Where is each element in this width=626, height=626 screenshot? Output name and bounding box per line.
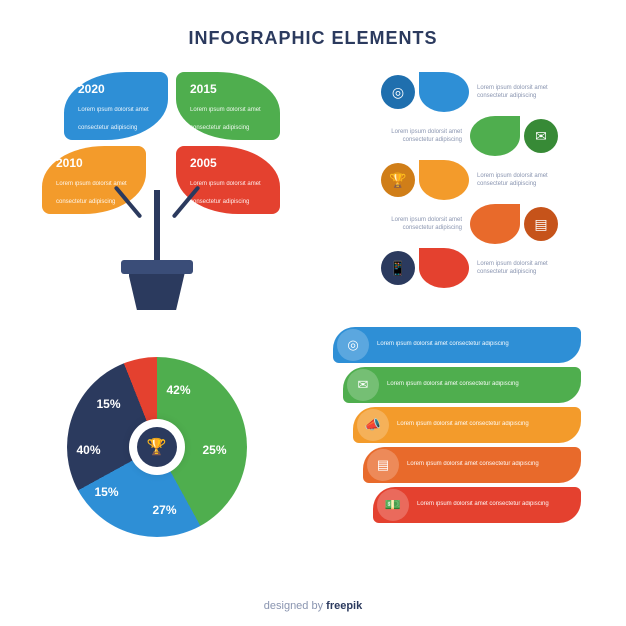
ribbon-icon: ▤ (367, 449, 399, 481)
ribbon-text: Lorem ipsum dolorsit amet consectetur ad… (407, 461, 539, 469)
zigzag-circle-icon: ▤ (524, 207, 558, 241)
zigzag-text: Lorem ipsum dolorsit amet consectetur ad… (469, 260, 577, 276)
petal-icon (470, 116, 520, 156)
zigzag-shape: ◎ (381, 72, 469, 112)
petal-icon (470, 204, 520, 244)
donut-slice-label: 42% (167, 383, 191, 397)
petal-icon (419, 160, 469, 200)
ribbon-icon: 📣 (357, 409, 389, 441)
page-title: INFOGRAPHIC ELEMENTS (0, 0, 626, 49)
leaf-text: Lorem ipsum dolorsit amet consectetur ad… (190, 181, 261, 205)
zigzag-timeline: ◎ Lorem ipsum dolorsit amet consectetur a… (313, 60, 626, 318)
zigzag-shape: 🏆 (381, 160, 469, 200)
plant-leaf: 2005 Lorem ipsum dolorsit amet consectetu… (176, 146, 280, 214)
donut-slice-label: 40% (77, 443, 101, 457)
zigzag-item: Lorem ipsum dolorsit amet consectetur ad… (313, 114, 626, 158)
ribbon-text: Lorem ipsum dolorsit amet consectetur ad… (397, 421, 529, 429)
zigzag-text: Lorem ipsum dolorsit amet consectetur ad… (362, 128, 470, 144)
zigzag-circle-icon: ✉ (524, 119, 558, 153)
leaf-year: 2005 (190, 156, 266, 170)
zigzag-shape: 📱 (381, 248, 469, 288)
footer-credit: designed by freepik (0, 600, 626, 612)
ribbon-body: ▤ Lorem ipsum dolorsit amet consectetur a… (363, 447, 581, 483)
zigzag-text: Lorem ipsum dolorsit amet consectetur ad… (362, 216, 470, 232)
leaf-year: 2015 (190, 82, 266, 96)
petal-icon (419, 248, 469, 288)
ribbon-body: ✉ Lorem ipsum dolorsit amet consectetur a… (343, 367, 581, 403)
infographic-grid: 2020 Lorem ipsum dolorsit amet consectetu… (0, 60, 626, 576)
donut-slice-label: 25% (203, 443, 227, 457)
zigzag-item: ◎ Lorem ipsum dolorsit amet consectetur a… (313, 70, 626, 114)
ribbon-body: 📣 Lorem ipsum dolorsit amet consectetur a… (353, 407, 581, 443)
plant-leaf: 2020 Lorem ipsum dolorsit amet consectetu… (64, 72, 168, 140)
ribbon-body: 💵 Lorem ipsum dolorsit amet consectetur a… (373, 487, 581, 523)
zigzag-shape: ▤ (470, 204, 558, 244)
ribbon-text: Lorem ipsum dolorsit amet consectetur ad… (417, 501, 549, 509)
ribbon-text: Lorem ipsum dolorsit amet consectetur ad… (387, 381, 519, 389)
zigzag-item: Lorem ipsum dolorsit amet consectetur ad… (313, 202, 626, 246)
leaf-text: Lorem ipsum dolorsit amet consectetur ad… (190, 107, 261, 131)
zigzag-shape: ✉ (470, 116, 558, 156)
donut-center: 🏆 (129, 419, 185, 475)
leaf-text: Lorem ipsum dolorsit amet consectetur ad… (78, 107, 149, 131)
zigzag-text: Lorem ipsum dolorsit amet consectetur ad… (469, 172, 577, 188)
leaf-text: Lorem ipsum dolorsit amet consectetur ad… (56, 181, 127, 205)
ribbon-text: Lorem ipsum dolorsit amet consectetur ad… (377, 341, 509, 349)
zigzag-circle-icon: 📱 (381, 251, 415, 285)
plant-leaf: 2015 Lorem ipsum dolorsit amet consectetu… (176, 72, 280, 140)
ribbon-item: ▤ Lorem ipsum dolorsit amet consectetur a… (363, 446, 626, 484)
leaf-year: 2020 (78, 82, 154, 96)
donut-slice-label: 27% (153, 503, 177, 517)
donut-chart: 42% 25% 27% 15% 40% 15% 🏆 (0, 318, 313, 576)
plant-pot (121, 260, 193, 310)
petal-icon (419, 72, 469, 112)
ribbon-item: ◎ Lorem ipsum dolorsit amet consectetur a… (333, 326, 626, 364)
footer-brand: freepik (326, 600, 362, 612)
ribbon-item: 📣 Lorem ipsum dolorsit amet consectetur a… (353, 406, 626, 444)
zigzag-item: 📱 Lorem ipsum dolorsit amet consectetur a… (313, 246, 626, 290)
donut-slice-label: 15% (95, 485, 119, 499)
donut-slice-label: 15% (97, 397, 121, 411)
ribbon-icon: ✉ (347, 369, 379, 401)
zigzag-text: Lorem ipsum dolorsit amet consectetur ad… (469, 84, 577, 100)
zigzag-circle-icon: 🏆 (381, 163, 415, 197)
stacked-ribbons: ◎ Lorem ipsum dolorsit amet consectetur a… (313, 318, 626, 576)
ribbon-icon: ◎ (337, 329, 369, 361)
footer-prefix: designed by (264, 600, 326, 612)
ribbon-icon: 💵 (377, 489, 409, 521)
plant-infographic: 2020 Lorem ipsum dolorsit amet consectetu… (0, 60, 313, 318)
trophy-icon: 🏆 (137, 427, 177, 467)
zigzag-item: 🏆 Lorem ipsum dolorsit amet consectetur a… (313, 158, 626, 202)
zigzag-circle-icon: ◎ (381, 75, 415, 109)
ribbon-item: 💵 Lorem ipsum dolorsit amet consectetur a… (373, 486, 626, 524)
ribbon-item: ✉ Lorem ipsum dolorsit amet consectetur a… (343, 366, 626, 404)
leaf-year: 2010 (56, 156, 132, 170)
ribbon-body: ◎ Lorem ipsum dolorsit amet consectetur a… (333, 327, 581, 363)
